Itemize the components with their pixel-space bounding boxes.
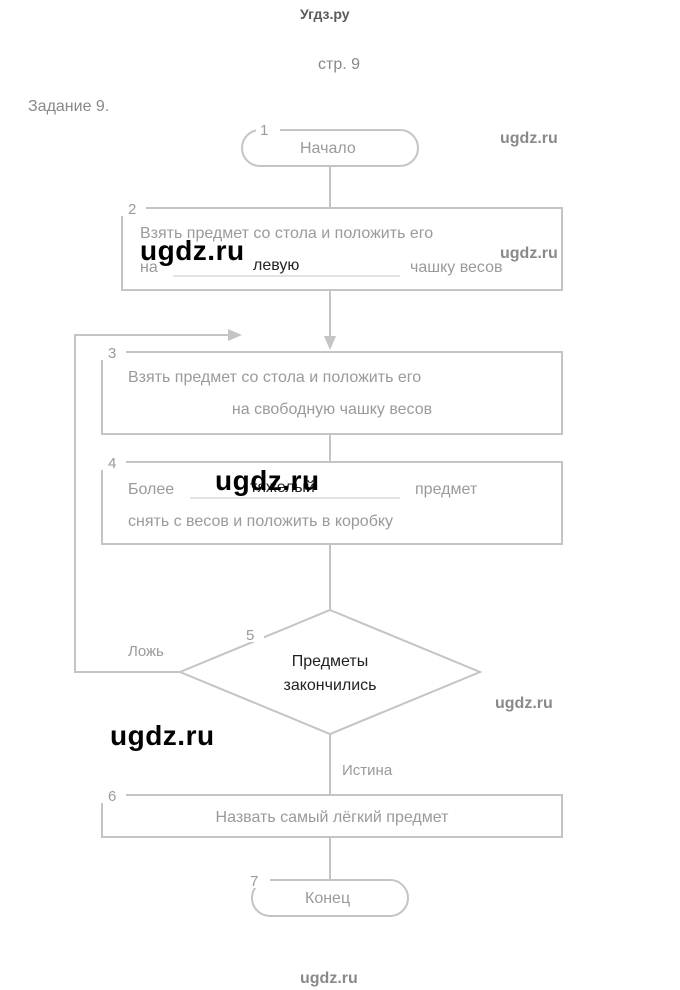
- flowchart: 1 Начало 2 Взять предмет со стола и поло…: [0, 0, 680, 990]
- node-number: 3: [108, 345, 116, 362]
- watermark: ugdz.ru: [110, 720, 215, 752]
- node-step3: 3 Взять предмет со стола и положить его …: [100, 344, 562, 434]
- edge-true: Истина: [330, 734, 393, 795]
- watermark: ugdz.ru: [140, 235, 245, 267]
- node-start: 1 Начало: [242, 120, 418, 166]
- node-number: 2: [128, 201, 136, 218]
- step3-line2: на свободную чашку весов: [232, 401, 432, 418]
- node-number: 5: [246, 627, 254, 644]
- node-number: 7: [250, 873, 258, 890]
- step4-line1b: предмет: [415, 481, 478, 498]
- watermark: ugdz.ru: [500, 245, 558, 263]
- node-label: Конец: [305, 890, 350, 907]
- step4-line2: снять с весов и положить в коробку: [128, 513, 393, 530]
- true-label: Истина: [342, 762, 393, 779]
- node-decision: 5 Предметы закончились: [180, 610, 480, 734]
- watermark: ugdz.ru: [500, 130, 558, 148]
- node-label: Начало: [300, 140, 356, 157]
- node-number: 4: [108, 455, 116, 472]
- watermark: ugdz.ru: [215, 465, 320, 497]
- decision-line2: закончились: [283, 677, 376, 694]
- step2-fill: левую: [253, 257, 299, 274]
- node-number: 6: [108, 788, 116, 805]
- step6-label: Назвать самый лёгкий предмет: [216, 809, 450, 826]
- step4-line1a: Более: [128, 481, 174, 498]
- watermark: ugdz.ru: [495, 695, 553, 713]
- false-label: Ложь: [128, 643, 164, 660]
- node-end: 7 Конец: [246, 872, 408, 916]
- decision-line1: Предметы: [292, 653, 368, 670]
- node-number: 1: [260, 122, 268, 139]
- step2-line2b: чашку весов: [410, 259, 503, 276]
- step3-line1: Взять предмет со стола и положить его: [128, 369, 421, 386]
- watermark: ugdz.ru: [300, 970, 358, 988]
- node-step6: 6 Назвать самый лёгкий предмет: [100, 787, 562, 837]
- node-step4: 4 Более тяжелый предмет снять с весов и …: [100, 454, 562, 544]
